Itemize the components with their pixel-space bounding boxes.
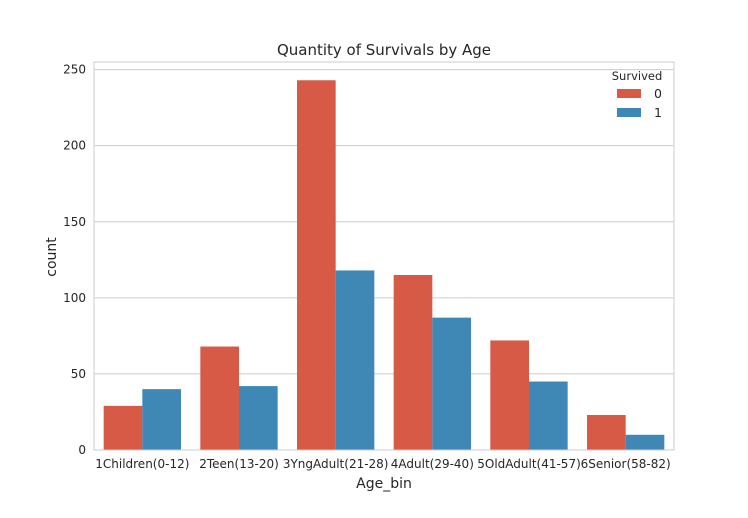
- legend-label-1: 1: [654, 105, 662, 120]
- y-tick-label: 200: [63, 139, 86, 153]
- bar-0-5: [587, 415, 626, 450]
- y-tick-label: 50: [71, 367, 86, 381]
- bar-1-1: [239, 386, 278, 450]
- bar-0-3: [393, 275, 433, 450]
- bar-0-1: [200, 346, 239, 450]
- y-tick-label: 0: [78, 443, 86, 457]
- bar-1-0: [142, 389, 181, 450]
- bar-0-4: [490, 340, 529, 450]
- bar-1-2: [335, 270, 375, 450]
- legend: Survived 0 1: [612, 69, 663, 120]
- y-tick-label: 250: [63, 63, 86, 77]
- legend-swatch-0: [617, 89, 641, 98]
- y-tick-label: 100: [63, 291, 86, 305]
- x-tick-label: 2Teen(13-20): [199, 457, 279, 471]
- bar-1-5: [625, 434, 665, 450]
- legend-label-0: 0: [654, 86, 662, 101]
- legend-swatch-1: [617, 108, 641, 117]
- bars: [103, 80, 665, 451]
- plot-frame: [93, 61, 675, 451]
- chart-title: Quantity of Survivals by Age: [277, 41, 491, 59]
- bar-1-3: [432, 317, 471, 450]
- bar-0-0: [103, 405, 143, 450]
- legend-title: Survived: [612, 69, 663, 83]
- bar-0-2: [297, 80, 336, 451]
- x-tick-label: 1Children(0-12): [95, 457, 189, 471]
- bar-1-4: [529, 381, 568, 450]
- x-tick-label: 3YngAdult(21-28): [283, 457, 389, 471]
- x-tick-label: 6Senior(58-82): [581, 457, 671, 471]
- x-tick-label: 4Adult(29-40): [391, 457, 474, 471]
- axes: 0 50 100 150 200 250 1Children(0-12) 2Teen(13-2…: [63, 61, 675, 471]
- x-tick-label: 5OldAdult(41-57): [477, 457, 581, 471]
- x-axis-label: Age_bin: [356, 476, 412, 492]
- y-axis-label: count: [44, 237, 60, 277]
- y-tick-label: 150: [63, 215, 86, 229]
